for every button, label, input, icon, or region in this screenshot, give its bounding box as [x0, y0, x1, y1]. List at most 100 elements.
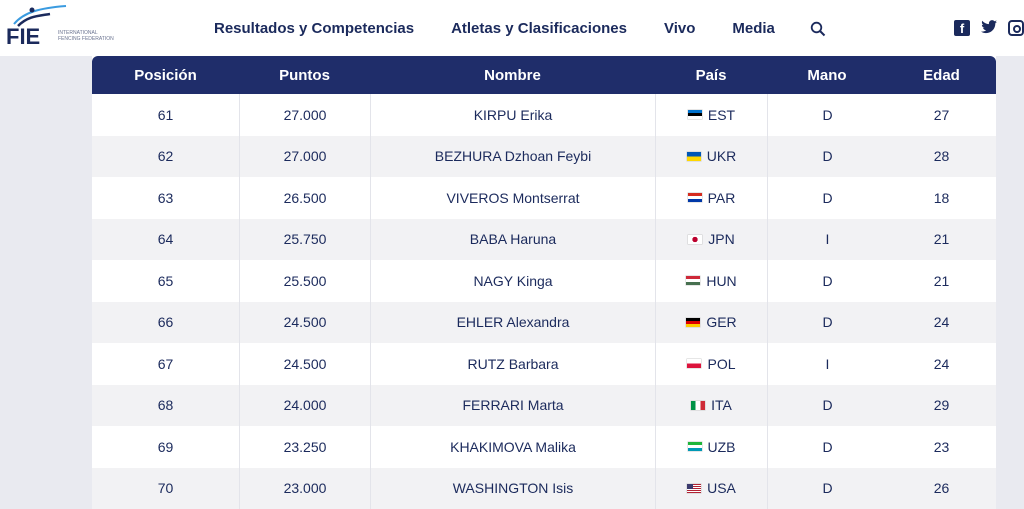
country-flag-icon — [688, 193, 702, 202]
cell-pais[interactable]: ITA — [655, 385, 767, 427]
country-flag-icon — [686, 318, 700, 327]
cell-nombre[interactable]: RUTZ Barbara — [370, 343, 655, 385]
country-flag-icon — [688, 110, 702, 119]
cell-pais[interactable]: UZB — [655, 426, 767, 468]
cell-edad: 28 — [887, 136, 996, 178]
country-code: EST — [708, 107, 735, 123]
cell-posicion: 69 — [92, 426, 239, 468]
cell-nombre[interactable]: EHLER Alexandra — [370, 302, 655, 344]
country-code: GER — [706, 314, 736, 330]
cell-nombre[interactable]: KHAKIMOVA Malika — [370, 426, 655, 468]
cell-mano: D — [767, 385, 887, 427]
twitter-icon[interactable] — [981, 20, 997, 36]
cell-pais[interactable]: PAR — [655, 177, 767, 219]
logo-text: FIE — [6, 24, 40, 50]
cell-mano: D — [767, 468, 887, 509]
cell-nombre[interactable]: WASHINGTON Isis — [370, 468, 655, 509]
header-puntos[interactable]: Puntos — [239, 56, 370, 94]
ranking-table: Posición Puntos Nombre País Mano Edad 61… — [92, 56, 996, 500]
cell-posicion: 65 — [92, 260, 239, 302]
header-edad[interactable]: Edad — [887, 56, 996, 94]
cell-mano: I — [767, 219, 887, 261]
header-mano[interactable]: Mano — [767, 56, 887, 94]
cell-posicion: 68 — [92, 385, 239, 427]
cell-edad: 21 — [887, 260, 996, 302]
country-code: POL — [707, 356, 735, 372]
top-navigation-bar: FIE International Fencing Federation Res… — [0, 0, 1024, 56]
header-pais[interactable]: País — [655, 56, 767, 94]
cell-puntos: 27.000 — [239, 136, 370, 178]
cell-edad: 23 — [887, 426, 996, 468]
country-flag-icon — [687, 359, 701, 368]
cell-pais[interactable]: HUN — [655, 260, 767, 302]
cell-nombre[interactable]: NAGY Kinga — [370, 260, 655, 302]
cell-pais[interactable]: POL — [655, 343, 767, 385]
cell-posicion: 66 — [92, 302, 239, 344]
search-icon[interactable] — [810, 21, 826, 37]
cell-posicion: 67 — [92, 343, 239, 385]
country-code: USA — [707, 480, 736, 496]
cell-puntos: 27.000 — [239, 94, 370, 136]
cell-pais[interactable]: UKR — [655, 136, 767, 178]
nav-item-atletas[interactable]: Atletas y Clasificaciones — [451, 20, 627, 37]
logo-federation-text: International Fencing Federation — [58, 30, 114, 42]
cell-pais[interactable]: EST — [655, 94, 767, 136]
cell-mano: D — [767, 302, 887, 344]
cell-puntos: 24.000 — [239, 385, 370, 427]
nav-item-media[interactable]: Media — [732, 20, 775, 37]
country-code: ITA — [711, 397, 732, 413]
cell-nombre[interactable]: BEZHURA Dzhoan Feybi — [370, 136, 655, 178]
country-flag-icon — [691, 401, 705, 410]
nav-item-vivo[interactable]: Vivo — [664, 20, 695, 37]
cell-nombre[interactable]: FERRARI Marta — [370, 385, 655, 427]
cell-edad: 26 — [887, 468, 996, 509]
country-flag-icon — [687, 484, 701, 493]
cell-mano: D — [767, 94, 887, 136]
fie-logo[interactable]: FIE International Fencing Federation — [4, 2, 114, 52]
cell-pais[interactable]: USA — [655, 468, 767, 509]
cell-edad: 21 — [887, 219, 996, 261]
cell-edad: 29 — [887, 385, 996, 427]
instagram-icon[interactable] — [1008, 20, 1024, 36]
cell-puntos: 24.500 — [239, 343, 370, 385]
cell-posicion: 61 — [92, 94, 239, 136]
cell-pais[interactable]: GER — [655, 302, 767, 344]
social-links: f — [954, 20, 1024, 36]
cell-nombre[interactable]: KIRPU Erika — [370, 94, 655, 136]
country-code: PAR — [708, 190, 736, 206]
country-flag-icon — [688, 442, 702, 451]
cell-puntos: 24.500 — [239, 302, 370, 344]
cell-puntos: 25.750 — [239, 219, 370, 261]
facebook-icon[interactable]: f — [954, 20, 970, 36]
header-nombre[interactable]: Nombre — [370, 56, 655, 94]
cell-puntos: 23.000 — [239, 468, 370, 509]
nav-item-resultados[interactable]: Resultados y Competencias — [214, 20, 414, 37]
country-flag-icon — [688, 235, 702, 244]
cell-nombre[interactable]: VIVEROS Montserrat — [370, 177, 655, 219]
cell-edad: 24 — [887, 302, 996, 344]
cell-posicion: 62 — [92, 136, 239, 178]
cell-puntos: 25.500 — [239, 260, 370, 302]
cell-edad: 27 — [887, 94, 996, 136]
country-flag-icon — [687, 152, 701, 161]
cell-pais[interactable]: JPN — [655, 219, 767, 261]
cell-mano: D — [767, 426, 887, 468]
table-header: Posición Puntos Nombre País Mano Edad — [92, 56, 996, 94]
cell-edad: 18 — [887, 177, 996, 219]
cell-nombre[interactable]: BABA Haruna — [370, 219, 655, 261]
header-posicion[interactable]: Posición — [92, 56, 239, 94]
cell-mano: D — [767, 136, 887, 178]
cell-posicion: 70 — [92, 468, 239, 509]
country-code: JPN — [708, 231, 734, 247]
